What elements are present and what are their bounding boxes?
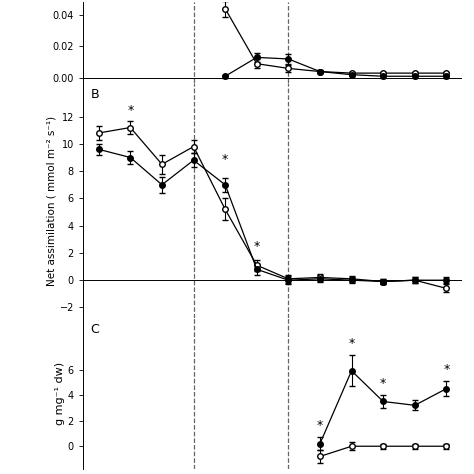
Text: *: * xyxy=(317,419,323,432)
Text: *: * xyxy=(127,104,134,117)
Text: *: * xyxy=(254,240,260,253)
Text: *: * xyxy=(380,377,386,390)
Text: B: B xyxy=(91,89,99,101)
Text: C: C xyxy=(91,323,99,336)
Text: *: * xyxy=(443,363,449,376)
Y-axis label: Net assimilation ( mmol m⁻² s⁻¹): Net assimilation ( mmol m⁻² s⁻¹) xyxy=(47,115,57,285)
Text: *: * xyxy=(222,153,228,166)
Y-axis label: g mg⁻¹ dw): g mg⁻¹ dw) xyxy=(55,362,65,425)
Y-axis label: Stomatal: Stomatal xyxy=(473,17,474,68)
Text: *: * xyxy=(348,337,355,350)
